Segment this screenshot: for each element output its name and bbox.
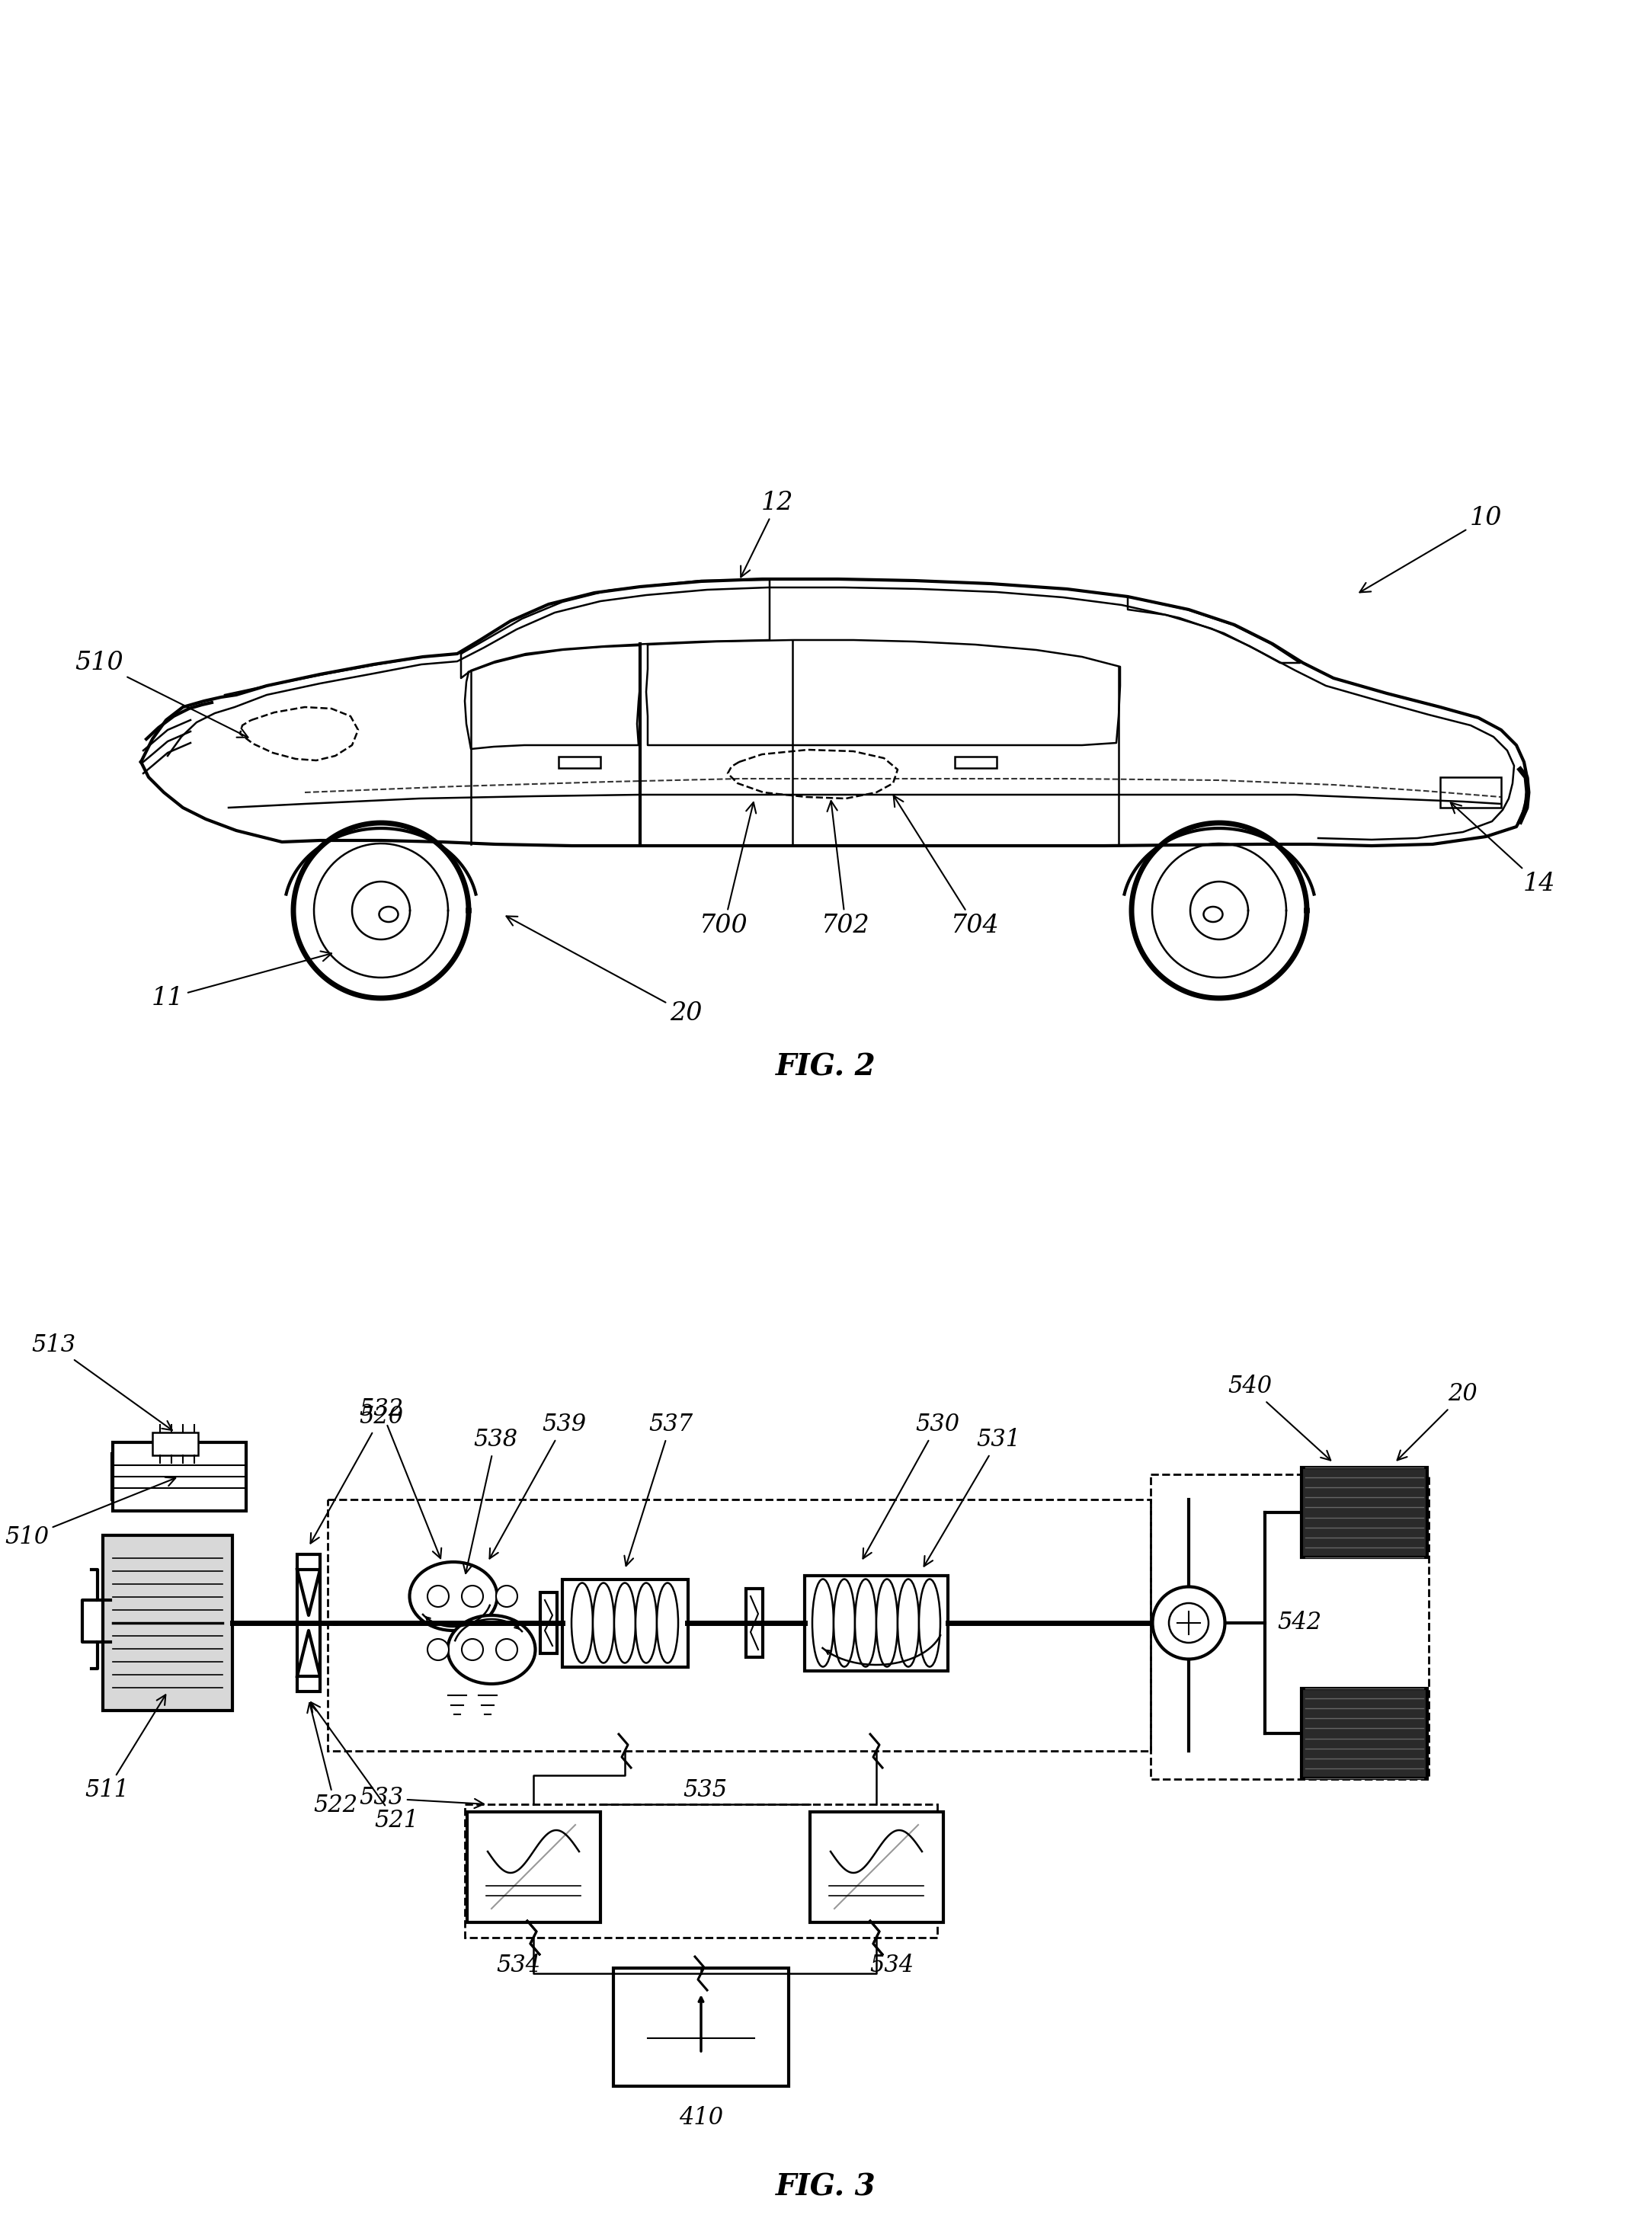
Ellipse shape	[463, 1586, 482, 1606]
Text: 538: 538	[463, 1428, 517, 1573]
Bar	[558, 757, 600, 768]
Text: 530: 530	[862, 1414, 960, 1559]
Bar	[297, 1555, 320, 1691]
Text: 10: 10	[1360, 505, 1502, 592]
Text: 537: 537	[624, 1414, 692, 1566]
Text: 533: 533	[358, 1787, 484, 1810]
Ellipse shape	[1153, 1586, 1224, 1660]
Text: 513: 513	[31, 1334, 172, 1430]
Bar	[464, 1805, 937, 1937]
Ellipse shape	[428, 1640, 449, 1660]
Text: 12: 12	[740, 491, 793, 576]
Ellipse shape	[876, 1579, 897, 1667]
Bar	[1441, 777, 1502, 809]
Ellipse shape	[428, 1586, 449, 1606]
Bar	[1302, 1468, 1427, 1557]
Text: 534: 534	[869, 1955, 914, 1977]
Ellipse shape	[856, 1579, 876, 1667]
Ellipse shape	[593, 1584, 615, 1662]
Bar	[1150, 1474, 1429, 1778]
Text: 20: 20	[1398, 1383, 1479, 1461]
Text: 702: 702	[821, 800, 871, 938]
Ellipse shape	[1170, 1604, 1209, 1642]
Text: 510: 510	[74, 650, 248, 737]
Text: 410: 410	[679, 2107, 724, 2129]
Bar	[102, 1535, 233, 1711]
Bar	[1302, 1689, 1427, 1778]
Ellipse shape	[448, 1615, 535, 1684]
Bar	[327, 1499, 1150, 1751]
Ellipse shape	[919, 1579, 940, 1667]
Text: 704: 704	[894, 795, 999, 938]
Text: 531: 531	[923, 1428, 1021, 1566]
Bar	[955, 757, 996, 768]
Text: 535: 535	[682, 1778, 727, 1803]
Ellipse shape	[834, 1579, 856, 1667]
Bar	[809, 1812, 943, 1921]
Ellipse shape	[657, 1584, 679, 1662]
Ellipse shape	[410, 1562, 497, 1631]
Ellipse shape	[496, 1640, 517, 1660]
Text: 510: 510	[5, 1477, 175, 1550]
Text: FIG. 2: FIG. 2	[776, 1052, 876, 1081]
Ellipse shape	[615, 1584, 636, 1662]
Bar	[112, 1443, 246, 1510]
Text: 511: 511	[84, 1696, 165, 1803]
Bar	[805, 1575, 948, 1671]
Bar	[613, 1968, 788, 2087]
Text: 14: 14	[1450, 802, 1556, 896]
Text: 542: 542	[1277, 1611, 1322, 1635]
Ellipse shape	[572, 1584, 593, 1662]
Bar	[562, 1579, 687, 1667]
Text: 532: 532	[358, 1398, 441, 1559]
Text: 539: 539	[489, 1414, 586, 1559]
Text: 11: 11	[152, 952, 332, 1010]
Ellipse shape	[463, 1640, 482, 1660]
Bar	[468, 1812, 600, 1921]
Bar	[747, 1588, 763, 1658]
Text: 540: 540	[1227, 1374, 1330, 1461]
Text: 521: 521	[311, 1702, 418, 1832]
Text: 520: 520	[311, 1405, 403, 1544]
Text: 700: 700	[699, 802, 757, 938]
Ellipse shape	[636, 1584, 657, 1662]
Text: 20: 20	[506, 916, 702, 1025]
Text: FIG. 3: FIG. 3	[776, 2171, 876, 2200]
Bar	[540, 1593, 557, 1653]
Bar	[152, 1432, 198, 1454]
Ellipse shape	[813, 1579, 834, 1667]
Ellipse shape	[496, 1586, 517, 1606]
Ellipse shape	[897, 1579, 919, 1667]
Text: 534: 534	[496, 1955, 540, 1977]
Text: 522: 522	[307, 1702, 357, 1818]
